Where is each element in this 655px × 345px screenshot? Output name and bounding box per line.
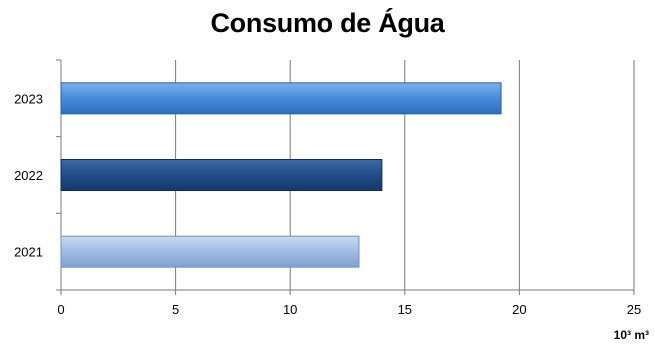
y-tick-label-2021: 2021	[14, 245, 43, 260]
tick-labels: 2021 2022 2023 0 5 10 15 20 25	[14, 91, 641, 317]
x-tick-label-20: 20	[512, 302, 526, 317]
y-tick-label-2022: 2022	[14, 168, 43, 183]
y-tick-label-2023: 2023	[14, 91, 43, 106]
chart-title: Consumo de Água	[210, 8, 445, 38]
x-tick-label-10: 10	[283, 302, 297, 317]
x-tick-label-25: 25	[627, 302, 641, 317]
x-tick-label-15: 15	[398, 302, 412, 317]
x-tick-label-0: 0	[57, 302, 64, 317]
bar-2023	[60, 82, 502, 115]
bar-2022	[60, 159, 383, 191]
x-tick-label-5: 5	[172, 302, 179, 317]
x-axis-label: 10³ m³	[613, 328, 649, 342]
bar-2021	[60, 235, 360, 268]
bars	[60, 82, 502, 268]
